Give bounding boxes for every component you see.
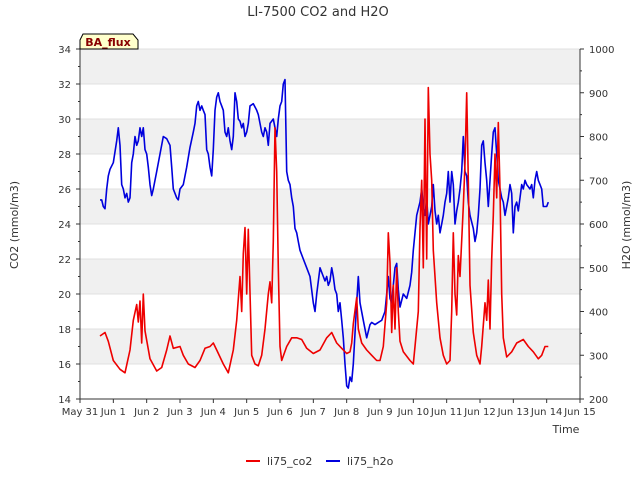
- x-tick-label: Jun 2: [133, 407, 159, 418]
- y-left-tick-label: 18: [58, 325, 71, 336]
- y-right-tick-label: 1000: [589, 45, 614, 56]
- x-tick-label: Jun 13: [497, 407, 530, 418]
- x-tick-label: Jun 3: [166, 407, 192, 418]
- axes: 14 16 18 20 22 24 26 28 30 32 34 200 300 400 500 600 700…: [58, 45, 614, 418]
- chart-title: LI-7500 CO2 and H2O: [247, 5, 389, 20]
- y-right-tick-label: 900: [589, 89, 608, 100]
- x-axis-label: Time: [552, 423, 580, 436]
- x-tick-label: Jun 4: [200, 407, 226, 418]
- legend-label-h2o: li75_h2o: [347, 455, 394, 468]
- y-right-tick-label: 700: [589, 176, 608, 187]
- x-tick-label: Jun 14: [530, 407, 563, 418]
- y-left-tick-label: 22: [58, 255, 71, 266]
- y-axis-label-left: CO2 (mmol/m3): [8, 181, 21, 269]
- y-left-tick-label: 20: [58, 290, 71, 301]
- y-left-tick-label: 24: [58, 220, 71, 231]
- badge-box: [79, 33, 139, 50]
- x-tick-label: Jun 12: [463, 407, 496, 418]
- y-left-tick-label: 28: [58, 150, 71, 161]
- badge: BA_flux: [79, 33, 139, 50]
- y-right-tick-label: 600: [589, 220, 608, 231]
- y-right-tick-label: 300: [589, 351, 608, 362]
- y-left-tick-label: 34: [58, 45, 71, 56]
- y-axis-label-right: H2O (mmol/m3): [620, 181, 633, 270]
- x-tick-label: May 31: [62, 407, 99, 418]
- y-left-tick-label: 30: [58, 115, 71, 126]
- x-tick-label: Jun 9: [366, 407, 392, 418]
- series-line-li75_co2: [99, 86, 549, 374]
- x-tick-label: Jun 8: [333, 407, 359, 418]
- x-tick-label: Jun 10: [397, 407, 430, 418]
- badge-label: BA_flux: [85, 36, 130, 49]
- x-tick-label: Jun 11: [430, 407, 463, 418]
- y-right-tick-label: 200: [589, 395, 608, 406]
- grid-band: [80, 49, 580, 84]
- y-left-tick-label: 14: [58, 395, 71, 406]
- y-left-tick-label: 26: [58, 185, 71, 196]
- x-tick-label: Jun 7: [300, 407, 326, 418]
- x-tick-label: Jun 15: [563, 407, 596, 418]
- grid-band: [80, 119, 580, 154]
- y-right-tick-label: 800: [589, 133, 608, 144]
- x-tick-label: Jun 6: [266, 407, 292, 418]
- y-left-tick-label: 16: [58, 360, 71, 371]
- y-left-tick-label: 32: [58, 80, 71, 91]
- grid-band: [80, 189, 580, 224]
- x-tick-label: Jun 5: [233, 407, 259, 418]
- series-line-li75_h2o: [100, 78, 550, 389]
- y-right-tick-label: 400: [589, 308, 608, 319]
- series-layer: [99, 78, 550, 389]
- x-tick-label: Jun 1: [100, 407, 126, 418]
- y-right-tick-label: 500: [589, 264, 608, 275]
- legend: li75_co2 li75_h2o: [246, 455, 394, 468]
- legend-label-co2: li75_co2: [267, 455, 312, 468]
